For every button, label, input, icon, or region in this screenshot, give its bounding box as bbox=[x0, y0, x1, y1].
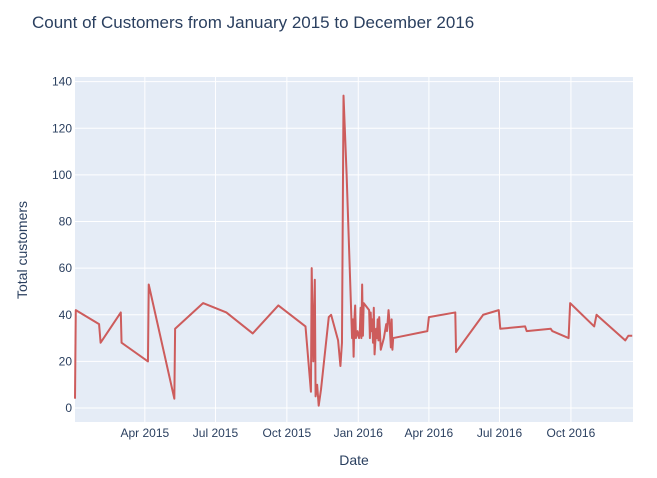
y-tick-label: 80 bbox=[59, 215, 73, 229]
y-tick-label: 120 bbox=[52, 121, 72, 135]
y-tick-label: 40 bbox=[59, 308, 73, 322]
x-tick-label: Jul 2016 bbox=[477, 426, 523, 440]
y-tick-label: 60 bbox=[59, 261, 73, 275]
x-tick-label: Apr 2015 bbox=[120, 426, 169, 440]
x-axis-label: Date bbox=[339, 452, 369, 468]
y-tick-label: 140 bbox=[52, 75, 72, 89]
y-tick-label: 100 bbox=[52, 168, 72, 182]
y-tick-label: 20 bbox=[59, 354, 73, 368]
series-line bbox=[74, 94, 633, 407]
x-tick-label: Oct 2015 bbox=[263, 426, 312, 440]
x-tick-label: Apr 2016 bbox=[405, 426, 454, 440]
x-tick-label: Oct 2016 bbox=[547, 426, 596, 440]
plot-area bbox=[75, 77, 633, 422]
y-axis-label: Total customers bbox=[14, 201, 30, 299]
x-tick-label: Jul 2015 bbox=[193, 426, 239, 440]
x-tick-label: Jan 2016 bbox=[334, 426, 384, 440]
x-axis: Apr 2015 Jul 2015 Oct 2015 Jan 2016 Apr 2016… bbox=[120, 426, 595, 440]
series-layer bbox=[74, 94, 633, 407]
y-tick-label: 0 bbox=[65, 401, 72, 415]
chart-title: Count of Customers from January 2015 to … bbox=[32, 13, 474, 32]
y-axis: 0 20 40 60 80 100 120 140 bbox=[52, 75, 72, 415]
